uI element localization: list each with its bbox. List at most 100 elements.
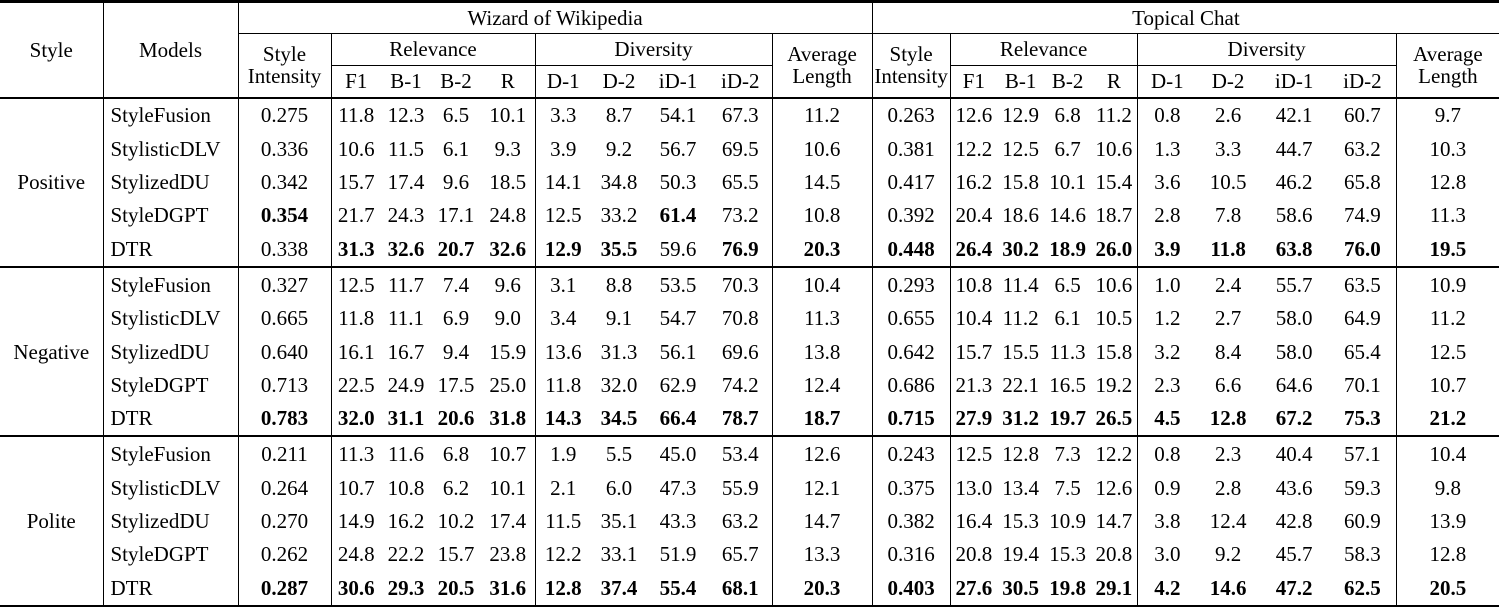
metric-cell: 29.1	[1091, 571, 1138, 606]
metric-cell: 13.6	[544, 339, 582, 364]
metric-cell: 6.8	[1044, 96, 1092, 133]
metric-cell: 58.0	[1275, 306, 1313, 331]
metric-cell: 63.2	[709, 504, 773, 538]
metric-cell: 11.2	[1002, 306, 1039, 331]
metric-cell: 20.5	[1429, 575, 1467, 600]
metric-col-header: iD-2	[1329, 65, 1397, 98]
metric-cell: 32.0	[600, 372, 638, 397]
metric-cell: 10.2	[437, 509, 475, 534]
metric-cell: 10.8	[387, 475, 425, 500]
metric-cell: 1.9	[535, 435, 591, 472]
metric-cell: 0.243	[872, 435, 951, 472]
metric-cell: 6.8	[431, 435, 481, 472]
metric-cell: 3.3	[535, 96, 591, 133]
metric-cell: 14.5	[772, 165, 873, 199]
metric-cell: 8.8	[591, 265, 647, 302]
metric-cell: 47.3	[659, 475, 697, 500]
metric-cell: 19.7	[1049, 406, 1086, 431]
metric-cell: 65.7	[709, 537, 773, 572]
model-name-cell: DTR	[103, 401, 239, 437]
metric-cell: 56.1	[659, 339, 697, 364]
metric-cell: 11.2	[1429, 306, 1466, 331]
metric-cell: 17.4	[387, 170, 425, 195]
metric-cell: 13.3	[772, 537, 873, 572]
metric-cell: 10.8	[950, 265, 998, 302]
metric-cell: 1.2	[1154, 306, 1181, 331]
metric-cell: 12.5	[544, 203, 582, 228]
metric-cell: 15.7	[955, 339, 993, 364]
metric-cell: 62.5	[1329, 571, 1397, 606]
col-header-relevance-wow: Relevance	[331, 33, 536, 66]
metric-cell: 11.8	[1210, 237, 1246, 262]
metric-cell: 15.8	[1002, 170, 1039, 195]
metric-cell: 14.3	[544, 406, 582, 431]
metric-cell: 59.6	[659, 237, 697, 262]
metric-cell: 9.7	[1396, 96, 1499, 133]
table-row: Negative StyleFusion 0.327 12.5 11.7 7.4 9.6 3.…	[0, 265, 1499, 437]
metric-cell: 33.1	[600, 542, 638, 567]
metric-cell: 10.3	[1429, 136, 1467, 161]
metric-cell: 51.9	[659, 542, 697, 567]
metric-cell: 0.293	[872, 265, 951, 302]
metric-cell: 10.7	[1429, 372, 1467, 397]
metric-cell: 0.336	[238, 132, 332, 166]
col-header-models: Models	[103, 1, 239, 98]
metric-cell: 12.9	[997, 96, 1045, 133]
table-row: StyleDGPT 0.262 24.8 22.2 15.7 23.8 12.2 33.1 51…	[0, 537, 1499, 572]
metric-cell: 0.211	[238, 435, 332, 472]
metric-cell: 15.3	[1049, 542, 1086, 567]
metric-cell: 23.8	[481, 537, 536, 572]
metric-cell: 18.6	[1002, 203, 1039, 228]
metric-cell: 0.354	[238, 198, 332, 233]
metric-cell: 3.9	[1154, 237, 1181, 262]
metric-cell: 20.8	[955, 542, 993, 567]
model-name-cell: StyleDGPT	[103, 537, 239, 572]
metric-cell: 31.6	[481, 571, 536, 606]
metric-cell: 9.6	[442, 170, 470, 195]
metric-cell: 13.8	[772, 335, 873, 369]
metric-cell: 30.5	[1002, 575, 1039, 600]
metric-cell: 0.640	[238, 335, 332, 369]
metric-cell: 3.3	[1214, 136, 1242, 161]
metric-cell: 6.9	[442, 306, 470, 331]
metric-cell: 58.0	[1275, 339, 1313, 364]
metric-cell: 6.7	[1054, 136, 1081, 161]
metric-cell: 0.686	[872, 368, 951, 402]
metric-cell: 11.5	[388, 136, 424, 161]
metric-cell: 20.4	[955, 203, 993, 228]
col-header-style: Style	[0, 1, 104, 98]
metric-cell: 17.4	[481, 504, 536, 538]
metric-cell: 26.0	[1091, 232, 1138, 267]
metric-cell: 9.0	[481, 301, 536, 336]
metric-cell: 16.7	[387, 339, 425, 364]
table-row: DTR 0.287 30.6 29.3 20.5 31.6 12.8 37.4 55.4 68.1…	[0, 571, 1499, 606]
metric-cell: 0.275	[238, 96, 332, 133]
metric-cell: 10.9	[1049, 509, 1086, 534]
metric-cell: 44.7	[1275, 136, 1313, 161]
metric-cell: 55.4	[659, 575, 697, 600]
metric-cell: 75.3	[1329, 401, 1397, 437]
metric-cell: 11.3	[1429, 203, 1466, 228]
table-body: Positive StyleFusion 0.275 11.8 12.3 6.5 10.1 3…	[0, 96, 1499, 606]
metric-cell: 73.2	[709, 198, 773, 233]
metric-cell: 22.5	[337, 372, 375, 397]
metric-cell: 10.4	[1396, 435, 1499, 472]
metric-cell: 33.2	[600, 203, 638, 228]
metric-cell: 26.5	[1091, 401, 1138, 437]
style-group-cell: Positive	[0, 96, 104, 267]
table-row: StylizedDU 0.640 16.1 16.7 9.4 15.9 13.6 31.3 56…	[0, 335, 1499, 369]
metric-col-header: R	[481, 65, 536, 98]
metric-cell: 55.7	[1259, 265, 1330, 302]
metric-cell: 64.9	[1329, 301, 1397, 336]
metric-cell: 18.7	[772, 401, 873, 437]
metric-cell: 2.7	[1214, 306, 1242, 331]
metric-cell: 13.4	[1002, 475, 1039, 500]
metric-cell: 43.3	[659, 509, 697, 534]
metric-cell: 11.8	[338, 306, 375, 331]
metric-cell: 67.3	[709, 96, 773, 133]
metric-cell: 20.3	[772, 232, 873, 267]
metric-cell: 63.8	[1275, 237, 1313, 262]
metric-cell: 21.3	[955, 372, 993, 397]
metric-cell: 40.4	[1259, 435, 1330, 472]
metric-cell: 0.327	[238, 265, 332, 302]
